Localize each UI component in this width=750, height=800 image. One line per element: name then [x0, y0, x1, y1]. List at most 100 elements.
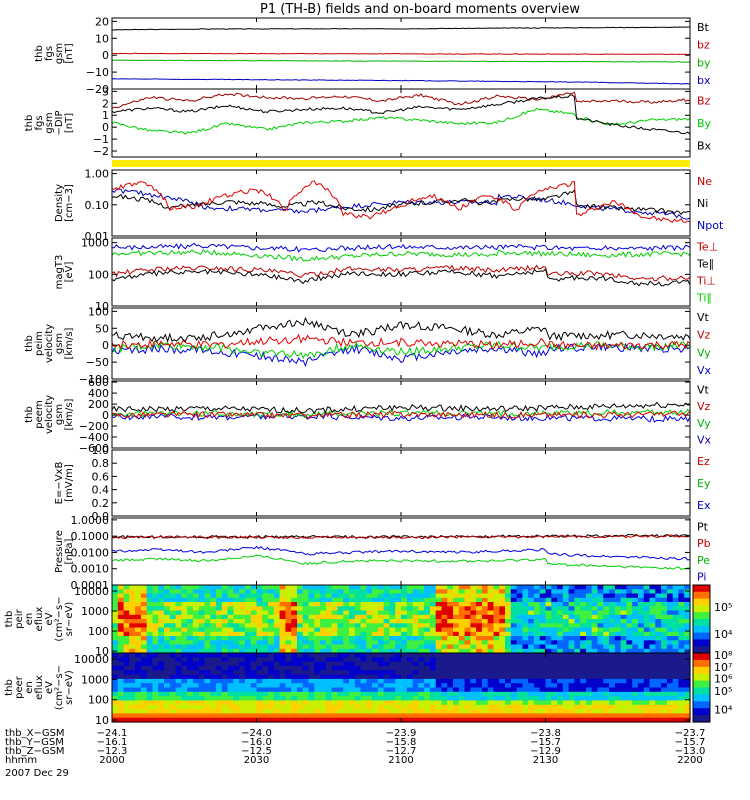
spectrogram-cell [152, 661, 159, 667]
spectrogram-cell [320, 678, 327, 684]
spectrogram-cell [320, 696, 327, 701]
spectrogram-cell [476, 657, 483, 663]
spectrogram-cell [216, 700, 223, 706]
spectrogram-cell [551, 717, 558, 723]
colorbar-swatch [693, 680, 710, 684]
spectrogram-cell [505, 661, 512, 667]
spectrogram-cell [210, 614, 217, 620]
spectrogram-cell [528, 593, 535, 599]
spectrogram-cell [389, 661, 396, 667]
spectrogram-cell [510, 610, 518, 616]
spectrogram-cell [135, 597, 142, 603]
spectrogram-cell [666, 619, 674, 624]
spectrogram-cell [181, 696, 188, 701]
spectrogram-cell [181, 597, 188, 603]
spectrogram-cell [164, 687, 171, 693]
spectrogram-cell [429, 623, 437, 629]
spectrogram-cell [493, 661, 500, 667]
spectrogram-cell [406, 704, 414, 710]
spectrogram-cell [227, 691, 234, 697]
spectrogram-cell [221, 585, 229, 590]
spectrogram-cell [574, 640, 581, 646]
spectrogram-cell [632, 585, 639, 590]
colorbar-swatch [693, 678, 710, 682]
y-axis-label: gsm [54, 404, 65, 425]
spectrogram-cell [112, 585, 119, 590]
spectrogram-cell [256, 627, 263, 633]
spectrogram-cell [314, 709, 321, 714]
spectrogram-cell [169, 644, 177, 650]
spectrogram-cell [146, 593, 154, 599]
spectrogram-cell [684, 674, 691, 680]
y-axis-label: [km/s] [64, 398, 75, 430]
spectrogram-cell [638, 709, 645, 714]
spectrogram-cell [117, 691, 125, 697]
spectrogram-cell [273, 644, 281, 650]
colorbar-swatch [693, 605, 710, 609]
spectrogram-cell [395, 623, 402, 629]
spectrogram-cell [314, 631, 321, 637]
spectrogram-cell [377, 678, 385, 684]
y-tick-label: 100 [88, 305, 109, 318]
spectrogram-cell [320, 648, 327, 654]
spectrogram-cell [597, 683, 604, 689]
colorbar-swatch [693, 694, 710, 698]
spectrogram-cell [297, 683, 304, 689]
spectrogram-cell [470, 683, 477, 689]
spectrogram-cell [401, 691, 408, 697]
spectrogram-cell [591, 704, 599, 710]
spectrogram-cell [187, 627, 194, 633]
y-tick-label: 0.0100 [71, 546, 110, 559]
spectrogram-cell [372, 713, 379, 719]
spectrogram-cell [620, 585, 627, 590]
spectrogram-cell [453, 597, 460, 603]
spectrogram-cell [389, 700, 396, 706]
spectrogram-cell [406, 619, 414, 624]
spectrogram-cell [273, 585, 281, 590]
spectrogram-cell [383, 610, 391, 616]
spectrogram-cell [401, 623, 408, 629]
spectrogram-cell [314, 704, 321, 710]
spectrogram-cell [620, 683, 627, 689]
spectrogram-cell [135, 606, 142, 612]
spectrogram-cell [239, 597, 246, 603]
spectrogram-cell [181, 704, 188, 710]
spectrogram-cell [533, 661, 541, 667]
spectrogram-cell [447, 589, 454, 595]
spectrogram-cell [117, 653, 125, 658]
spectrogram-cell [221, 709, 229, 714]
y-axis-label: [nT] [64, 43, 75, 63]
spectrogram-cell [135, 593, 142, 599]
spectrogram-cell [395, 619, 402, 624]
spectrogram-cell [487, 606, 495, 612]
spectrogram-cell [591, 709, 599, 714]
colorbar-tick-label: 10⁵ [714, 601, 732, 614]
y-axis-label: [mV/m] [64, 464, 75, 502]
x-row-value: −16.1 [97, 737, 128, 748]
spectrogram-cell [187, 661, 194, 667]
spectrogram-cell [614, 687, 622, 693]
spectrogram-cell [522, 691, 529, 697]
spectrogram-cell [164, 619, 171, 624]
spectrogram-cell [187, 644, 194, 650]
spectrogram-cell [516, 657, 523, 663]
spectrogram-cell [505, 606, 512, 612]
spectrogram-cell [487, 657, 495, 663]
spectrogram-cell [574, 704, 581, 710]
spectrogram-cell [268, 593, 275, 599]
spectrogram-cell [476, 610, 483, 616]
spectrogram-cell [181, 674, 188, 680]
spectrogram-cell [239, 627, 246, 633]
spectrogram-cell [192, 704, 200, 710]
spectrogram-cell [470, 640, 477, 646]
colorbar-swatch [693, 705, 710, 709]
spectrogram-cell [250, 661, 258, 667]
spectrogram-cell [360, 602, 367, 607]
spectrogram-cell [580, 610, 587, 616]
spectrogram-cell [505, 610, 512, 616]
spectrogram-cell [453, 640, 460, 646]
spectrogram-cell [562, 619, 570, 624]
spectrogram-cell [447, 640, 454, 646]
spectrogram-cell [337, 687, 344, 693]
